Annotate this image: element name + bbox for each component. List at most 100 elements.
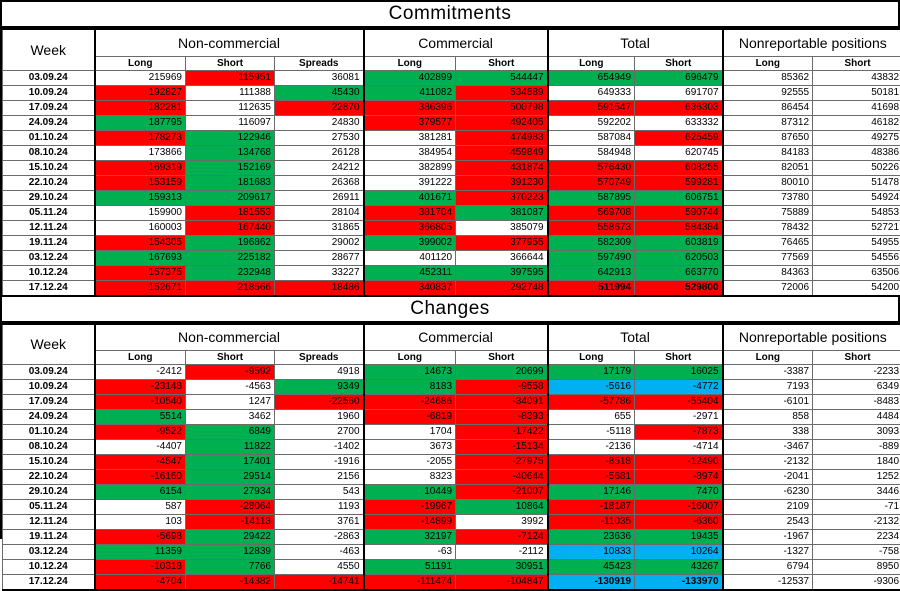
value-cell[interactable]: 29514	[186, 470, 275, 485]
value-cell[interactable]: 51478	[813, 175, 900, 190]
week-cell[interactable]: 03.12.24	[3, 545, 95, 560]
value-cell[interactable]: 492405	[456, 115, 548, 130]
value-cell[interactable]: 587	[95, 500, 186, 515]
value-cell[interactable]: 3761	[275, 515, 364, 530]
value-cell[interactable]: 381087	[456, 205, 548, 220]
value-cell[interactable]: 379577	[364, 115, 456, 130]
value-cell[interactable]: -6101	[723, 395, 813, 410]
value-cell[interactable]: 576430	[548, 160, 635, 175]
value-cell[interactable]: -55404	[635, 395, 723, 410]
week-cell[interactable]: 08.10.24	[3, 145, 95, 160]
value-cell[interactable]: 411082	[364, 85, 456, 100]
value-cell[interactable]: 3673	[364, 440, 456, 455]
value-cell[interactable]: 27530	[275, 130, 364, 145]
week-cell[interactable]: 19.11.24	[3, 235, 95, 250]
week-cell[interactable]: 17.12.24	[3, 280, 95, 296]
value-cell[interactable]: 386396	[364, 100, 456, 115]
value-cell[interactable]: -22560	[275, 395, 364, 410]
week-cell[interactable]: 05.11.24	[3, 500, 95, 515]
value-cell[interactable]: 182281	[95, 100, 186, 115]
value-cell[interactable]: -104847	[456, 575, 548, 591]
value-cell[interactable]: -9522	[95, 425, 186, 440]
value-cell[interactable]: 84363	[723, 265, 813, 280]
value-cell[interactable]: 370223	[456, 190, 548, 205]
week-cell[interactable]: 12.11.24	[3, 220, 95, 235]
value-cell[interactable]: 1840	[813, 455, 900, 470]
value-cell[interactable]: 6154	[95, 485, 186, 500]
value-cell[interactable]: 11822	[186, 440, 275, 455]
value-cell[interactable]: -4547	[95, 455, 186, 470]
value-cell[interactable]: 2109	[723, 500, 813, 515]
value-cell[interactable]: 159900	[95, 205, 186, 220]
value-cell[interactable]: -15134	[456, 440, 548, 455]
value-cell[interactable]: 218566	[186, 280, 275, 296]
value-cell[interactable]: -18187	[548, 500, 635, 515]
value-cell[interactable]: 54955	[813, 235, 900, 250]
value-cell[interactable]: 608255	[635, 160, 723, 175]
value-cell[interactable]: 49275	[813, 130, 900, 145]
value-cell[interactable]: -2136	[548, 440, 635, 455]
value-cell[interactable]: 3093	[813, 425, 900, 440]
value-cell[interactable]: -1327	[723, 545, 813, 560]
value-cell[interactable]: -24686	[364, 395, 456, 410]
value-cell[interactable]: 154305	[95, 235, 186, 250]
value-cell[interactable]: 27934	[186, 485, 275, 500]
week-cell[interactable]: 03.09.24	[3, 365, 95, 380]
value-cell[interactable]: 17146	[548, 485, 635, 500]
value-cell[interactable]: 620503	[635, 250, 723, 265]
week-cell[interactable]: 01.10.24	[3, 425, 95, 440]
value-cell[interactable]: 366805	[364, 220, 456, 235]
value-cell[interactable]: 103	[95, 515, 186, 530]
value-cell[interactable]: 18486	[275, 280, 364, 296]
value-cell[interactable]: 292748	[456, 280, 548, 296]
week-cell[interactable]: 03.09.24	[3, 70, 95, 85]
value-cell[interactable]: 431874	[456, 160, 548, 175]
value-cell[interactable]: 48386	[813, 145, 900, 160]
value-cell[interactable]: 569708	[548, 205, 635, 220]
value-cell[interactable]: -9558	[456, 380, 548, 395]
value-cell[interactable]: 45423	[548, 560, 635, 575]
value-cell[interactable]: 587895	[548, 190, 635, 205]
value-cell[interactable]: 599281	[635, 175, 723, 190]
value-cell[interactable]: 384954	[364, 145, 456, 160]
value-cell[interactable]: 178273	[95, 130, 186, 145]
value-cell[interactable]: -2863	[275, 530, 364, 545]
week-cell[interactable]: 24.09.24	[3, 115, 95, 130]
value-cell[interactable]: 20699	[456, 365, 548, 380]
value-cell[interactable]: -2132	[813, 515, 900, 530]
value-cell[interactable]: 92555	[723, 85, 813, 100]
value-cell[interactable]: -7124	[456, 530, 548, 545]
value-cell[interactable]: 6849	[186, 425, 275, 440]
value-cell[interactable]: 636303	[635, 100, 723, 115]
value-cell[interactable]: -14899	[364, 515, 456, 530]
value-cell[interactable]: -2055	[364, 455, 456, 470]
value-cell[interactable]: -889	[813, 440, 900, 455]
week-cell[interactable]: 29.10.24	[3, 190, 95, 205]
value-cell[interactable]: -1916	[275, 455, 364, 470]
value-cell[interactable]: 625459	[635, 130, 723, 145]
value-cell[interactable]: 16025	[635, 365, 723, 380]
value-cell[interactable]: -71	[813, 500, 900, 515]
value-cell[interactable]: 381704	[364, 205, 456, 220]
value-cell[interactable]: 459849	[456, 145, 548, 160]
value-cell[interactable]: 134768	[186, 145, 275, 160]
value-cell[interactable]: 381281	[364, 130, 456, 145]
value-cell[interactable]: 603819	[635, 235, 723, 250]
value-cell[interactable]: -23148	[95, 380, 186, 395]
value-cell[interactable]: 8950	[813, 560, 900, 575]
value-cell[interactable]: 196862	[186, 235, 275, 250]
value-cell[interactable]: 655	[548, 410, 635, 425]
value-cell[interactable]: 23636	[548, 530, 635, 545]
value-cell[interactable]: -14113	[186, 515, 275, 530]
value-cell[interactable]: 157375	[95, 265, 186, 280]
value-cell[interactable]: 402899	[364, 70, 456, 85]
value-cell[interactable]: 22870	[275, 100, 364, 115]
value-cell[interactable]: 663770	[635, 265, 723, 280]
value-cell[interactable]: -12490	[635, 455, 723, 470]
value-cell[interactable]: -4407	[95, 440, 186, 455]
week-cell[interactable]: 15.10.24	[3, 160, 95, 175]
value-cell[interactable]: 590744	[635, 205, 723, 220]
value-cell[interactable]: -2132	[723, 455, 813, 470]
value-cell[interactable]: 10449	[364, 485, 456, 500]
week-cell[interactable]: 29.10.24	[3, 485, 95, 500]
